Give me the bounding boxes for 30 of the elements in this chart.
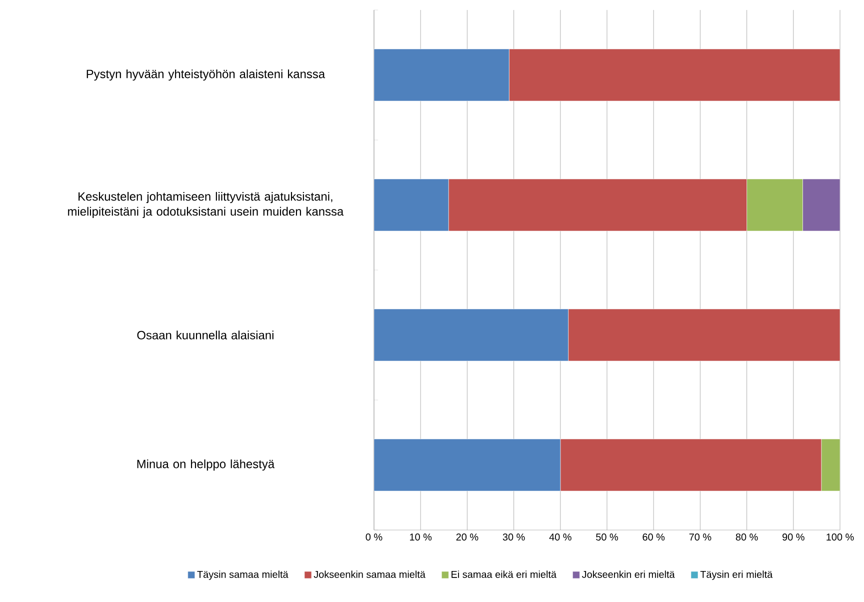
x-tick-label: 80 % bbox=[736, 534, 758, 541]
legend-label: Jokseenkin samaa mieltä bbox=[314, 570, 426, 578]
x-tick-label: 50 % bbox=[596, 534, 618, 541]
legend-label: Ei samaa eikä eri mieltä bbox=[452, 570, 557, 578]
legend-label: Jokseenkin eri mieltä bbox=[582, 570, 675, 578]
bar bbox=[448, 178, 747, 232]
bar bbox=[568, 308, 840, 362]
bar bbox=[374, 438, 561, 492]
y-tick-label: Minua on helppo lähestyä bbox=[137, 459, 275, 471]
y-tick-label: Pystyn hyvään yhteistyöhön alaisteni kanssa bbox=[86, 69, 326, 81]
bar bbox=[374, 308, 568, 362]
x-tick-label: 30 % bbox=[502, 534, 525, 541]
x-tick-label: 10 % bbox=[410, 534, 432, 541]
bar bbox=[746, 178, 803, 232]
x-tick-label: 20 % bbox=[456, 534, 478, 541]
bar bbox=[560, 438, 822, 492]
x-tick-label: 100 % bbox=[826, 534, 854, 541]
x-tick-label: 90 % bbox=[782, 534, 804, 541]
x-tick-label: 40 % bbox=[549, 534, 572, 541]
bar bbox=[821, 438, 840, 492]
y-tick-label: Keskustelen johtamiseen liittyvistä ajatuksistani, mielipiteistäni ja odotuksistani usein muiden kanssa bbox=[68, 192, 344, 218]
x-tick-label: 0 % bbox=[366, 534, 382, 541]
legend-label: Täysin eri mieltä bbox=[700, 570, 773, 580]
legend-label: Täysin samaa mieltä bbox=[197, 570, 288, 580]
bar bbox=[374, 48, 510, 102]
x-tick-label: 60 % bbox=[642, 534, 665, 541]
x-tick-label: 70 % bbox=[689, 534, 712, 541]
bar bbox=[374, 178, 449, 232]
y-tick-label: Osaan kuunnella alaisiani bbox=[137, 330, 274, 340]
bar bbox=[508, 48, 840, 102]
